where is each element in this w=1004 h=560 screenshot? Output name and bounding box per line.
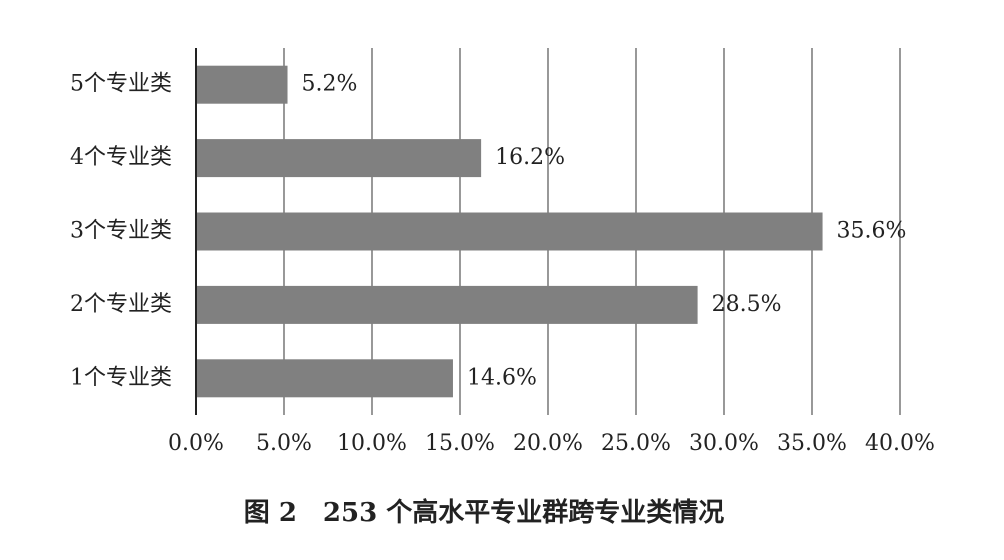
data-label: 35.6%	[837, 219, 907, 244]
y-tick-label: 2个专业类	[70, 292, 172, 317]
x-tick-label: 20.0%	[513, 431, 583, 456]
y-tick-label: 5个专业类	[70, 72, 172, 97]
bar	[196, 139, 482, 178]
bar	[196, 65, 288, 104]
x-tick-label: 30.0%	[689, 431, 759, 456]
bar	[196, 285, 698, 324]
x-tick-label: 5.0%	[256, 431, 312, 456]
x-tick-label: 15.0%	[425, 431, 495, 456]
data-label: 5.2%	[302, 72, 358, 97]
data-label: 28.5%	[712, 292, 782, 317]
x-tick-label: 10.0%	[337, 431, 407, 456]
data-label: 14.6%	[467, 365, 537, 390]
chart-title: 图 2 253 个高水平专业群跨专业类情况	[244, 497, 724, 528]
bar	[196, 212, 823, 251]
y-tick-label: 1个专业类	[70, 365, 172, 390]
y-tick-label: 4个专业类	[70, 145, 172, 170]
bar	[196, 359, 453, 398]
data-label: 16.2%	[495, 145, 565, 170]
y-tick-label: 3个专业类	[70, 219, 172, 244]
x-tick-label: 35.0%	[777, 431, 847, 456]
x-tick-label: 0.0%	[168, 431, 224, 456]
x-tick-label: 25.0%	[601, 431, 671, 456]
x-tick-label: 40.0%	[865, 431, 935, 456]
